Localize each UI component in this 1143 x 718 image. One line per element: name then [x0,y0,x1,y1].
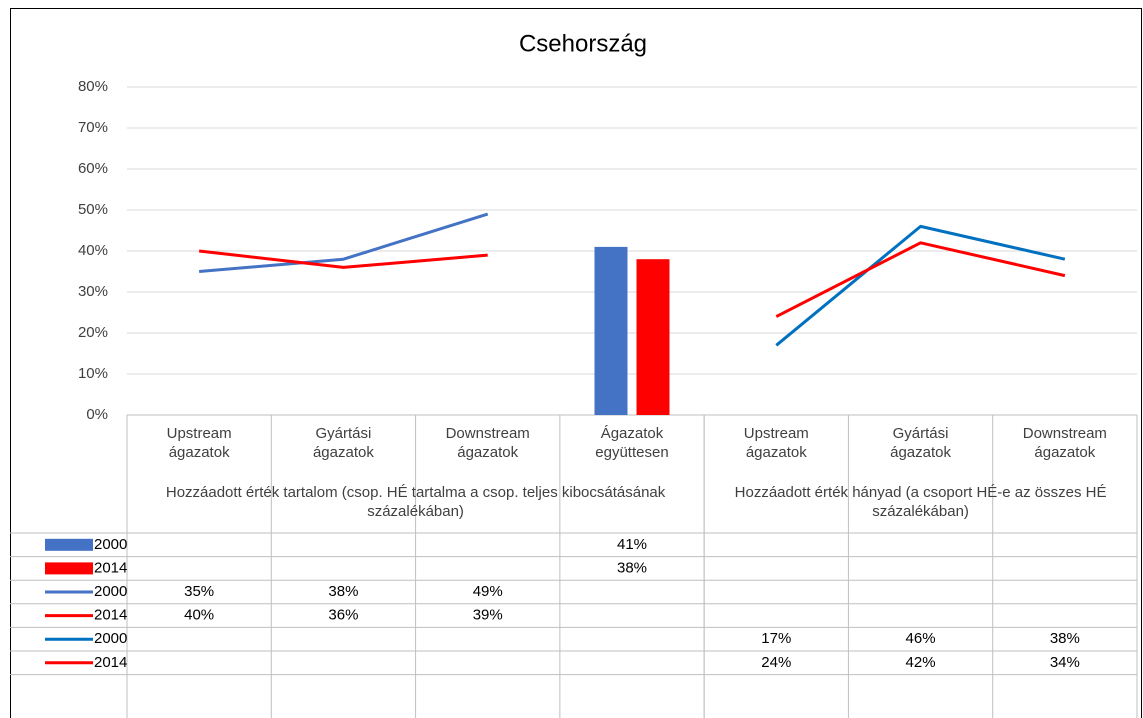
x-tick-label: Ágazatok együttesen [595,425,669,461]
legend-label: 2000 [94,630,127,647]
y-tick-label: 50% [78,201,108,218]
group-label: Hozzáadott érték hányad (a csoport HÉ-e … [734,484,1107,520]
line [775,241,1066,318]
table-value: 17% [761,630,791,647]
table-value: 46% [906,630,936,647]
legend-label: 2000 [94,583,127,600]
y-tick-label: 70% [78,119,108,136]
table-value: 42% [906,654,936,671]
x-tick-label: Downstream ágazatok [445,425,530,461]
legend-swatch [45,562,93,575]
chart-border [10,8,1142,718]
legend-label: 2000 [94,536,127,553]
legend-label: 2014 [94,559,127,576]
x-tick-label: Downstream ágazatok [1022,425,1107,461]
x-tick-label: Gyártási ágazatok [890,425,951,461]
line [775,224,1066,347]
table-value: 49% [473,583,503,600]
table-value: 41% [617,536,647,553]
y-tick-label: 0% [86,406,108,423]
table-value: 38% [328,583,358,600]
x-tick-label: Gyártási ágazatok [312,425,374,461]
table-value: 24% [761,654,791,671]
legend-label: 2014 [94,607,127,624]
y-tick-label: 40% [78,242,108,259]
y-tick-label: 60% [78,160,108,177]
table-value: 36% [328,607,358,624]
table-value: 38% [1050,630,1080,647]
x-tick-label: Upstream ágazatok [743,425,809,461]
y-tick-label: 10% [78,365,108,382]
table-value: 34% [1050,654,1080,671]
bar [594,246,628,415]
y-tick-label: 30% [78,283,108,300]
line [198,249,488,269]
x-tick-label: Upstream ágazatok [166,425,232,461]
line [199,212,489,273]
table-value: 39% [473,607,503,624]
group-label: Hozzáadott érték tartalom (csop. HÉ tart… [165,484,666,520]
bar [636,259,670,415]
y-tick-label: 80% [78,78,108,95]
chart-title: Csehország [519,30,647,57]
table-value: 38% [617,559,647,576]
y-tick-label: 20% [78,324,108,341]
legend-label: 2014 [94,654,127,671]
legend-swatch [45,538,93,551]
table-value: 40% [184,607,214,624]
table-value: 35% [184,583,214,600]
